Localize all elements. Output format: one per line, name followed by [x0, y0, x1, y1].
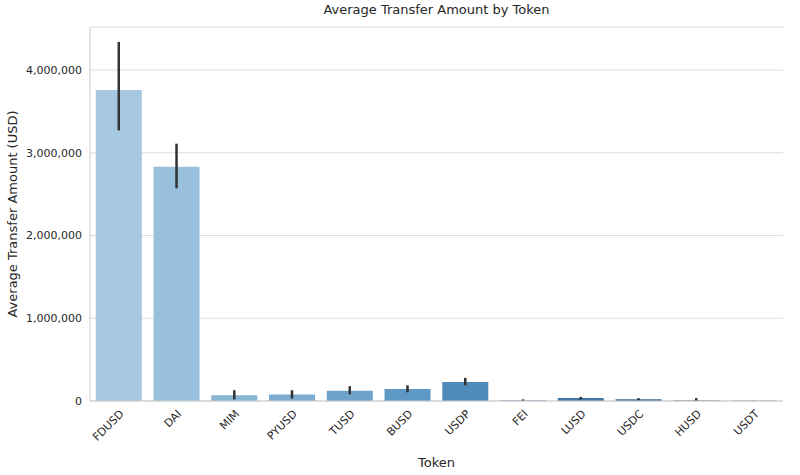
svg-text:Token: Token: [417, 455, 455, 470]
svg-text:1,000,000: 1,000,000: [26, 312, 82, 325]
svg-text:0: 0: [75, 395, 82, 408]
svg-text:FDUSD: FDUSD: [90, 407, 126, 443]
svg-text:MIM: MIM: [217, 407, 242, 432]
svg-text:USDT: USDT: [731, 407, 762, 438]
svg-text:LUSD: LUSD: [559, 407, 589, 437]
svg-text:3,000,000: 3,000,000: [26, 147, 82, 160]
svg-text:USDP: USDP: [443, 407, 474, 438]
svg-text:PYUSD: PYUSD: [265, 407, 300, 442]
svg-text:FEI: FEI: [510, 407, 531, 428]
svg-text:TUSD: TUSD: [326, 407, 357, 438]
svg-text:DAI: DAI: [162, 407, 185, 430]
svg-text:Average Transfer Amount (USD): Average Transfer Amount (USD): [8, 110, 20, 317]
html-text:Average Transfer Amount by Tok: Average Transfer Amount by Token: [323, 2, 550, 17]
svg-text:4,000,000: 4,000,000: [26, 64, 82, 77]
svg-text:BUSD: BUSD: [384, 407, 415, 438]
svg-text:HUSD: HUSD: [672, 407, 704, 439]
svg-text:2,000,000: 2,000,000: [26, 229, 82, 242]
svg-text:USDC: USDC: [615, 407, 646, 438]
